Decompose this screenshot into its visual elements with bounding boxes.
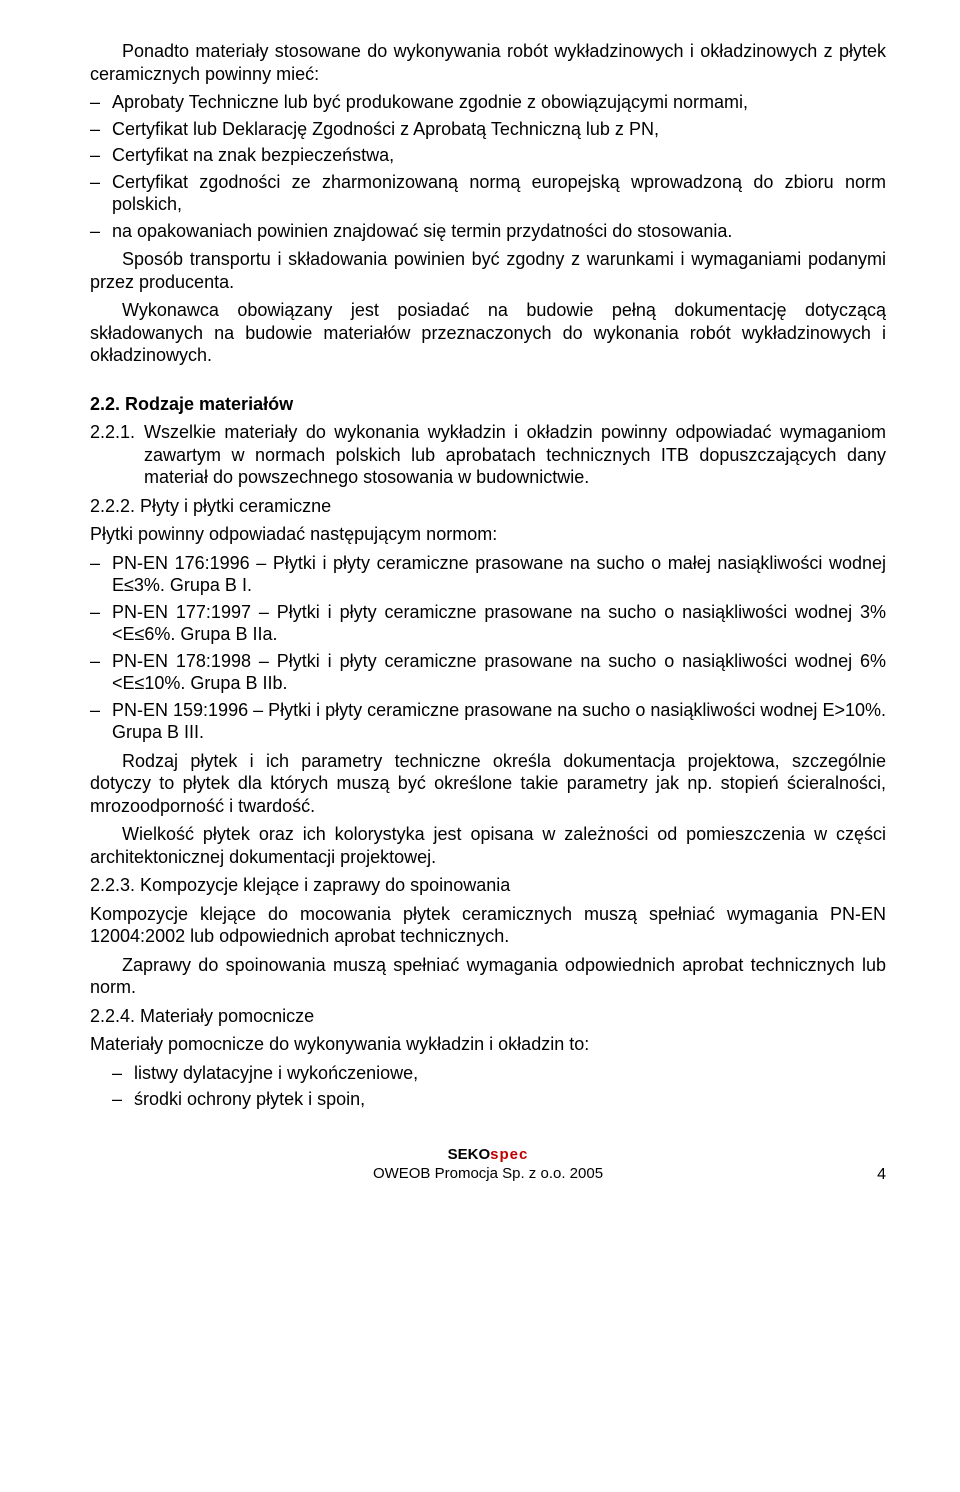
list-item: Certyfikat na znak bezpieczeństwa, [90,144,886,167]
item-222: 2.2.2. Płyty i płytki ceramiczne [90,495,886,518]
list-item: PN-EN 176:1996 – Płytki i płyty ceramicz… [90,552,886,597]
grout-paragraph: Zaprawy do spoinowania muszą spełniać wy… [90,954,886,999]
adhesive-paragraph: Kompozycje klejące do mocowania płytek c… [90,903,886,948]
list-item: Aprobaty Techniczne lub być produkowane … [90,91,886,114]
intro-paragraph: Ponadto materiały stosowane do wykonywan… [90,40,886,85]
list-item: PN-EN 177:1997 – Płytki i płyty ceramicz… [90,601,886,646]
footer-company: OWEOB Promocja Sp. z o.o. 2005 [90,1164,886,1184]
tile-type-paragraph: Rodzaj płytek i ich parametry techniczne… [90,750,886,818]
list-item: Certyfikat zgodności ze zharmonizowaną n… [90,171,886,216]
list-item: na opakowaniach powinien znajdować się t… [90,220,886,243]
list-item: środki ochrony płytek i spoin, [90,1088,886,1111]
list-item: PN-EN 159:1996 – Płytki i płyty ceramicz… [90,699,886,744]
transport-paragraph: Sposób transportu i składowania powinien… [90,248,886,293]
heading-22: 2.2. Rodzaje materiałów [90,393,886,416]
item-224: 2.2.4. Materiały pomocnicze [90,1005,886,1028]
list-item: PN-EN 178:1998 – Płytki i płyty ceramicz… [90,650,886,695]
aux-materials-list: listwy dylatacyjne i wykończeniowe, środ… [90,1062,886,1111]
norms-list: PN-EN 176:1996 – Płytki i płyty ceramicz… [90,552,886,744]
requirements-list: Aprobaty Techniczne lub być produkowane … [90,91,886,242]
brand-spec: spec [490,1146,528,1163]
brand-seko: SEKO [448,1146,491,1163]
page-footer: SEKOspec OWEOB Promocja Sp. z o.o. 2005 … [90,1145,886,1184]
contractor-paragraph: Wykonawca obowiązany jest posiadać na bu… [90,299,886,367]
aux-materials-intro: Materiały pomocnicze do wykonywania wykł… [90,1033,886,1056]
list-item: listwy dylatacyjne i wykończeniowe, [90,1062,886,1085]
item-number: 2.2.1. [90,421,144,489]
item-223: 2.2.3. Kompozycje klejące i zaprawy do s… [90,874,886,897]
tile-size-paragraph: Wielkość płytek oraz ich kolorystyka jes… [90,823,886,868]
item-221: 2.2.1. Wszelkie materiały do wykonania w… [90,421,886,489]
list-item: Certyfikat lub Deklarację Zgodności z Ap… [90,118,886,141]
footer-brand: SEKOspec [90,1145,886,1165]
page-number: 4 [877,1165,886,1186]
item-text: Wszelkie materiały do wykonania wykładzi… [144,421,886,489]
tiles-norms-intro: Płytki powinny odpowiadać następującym n… [90,523,886,546]
